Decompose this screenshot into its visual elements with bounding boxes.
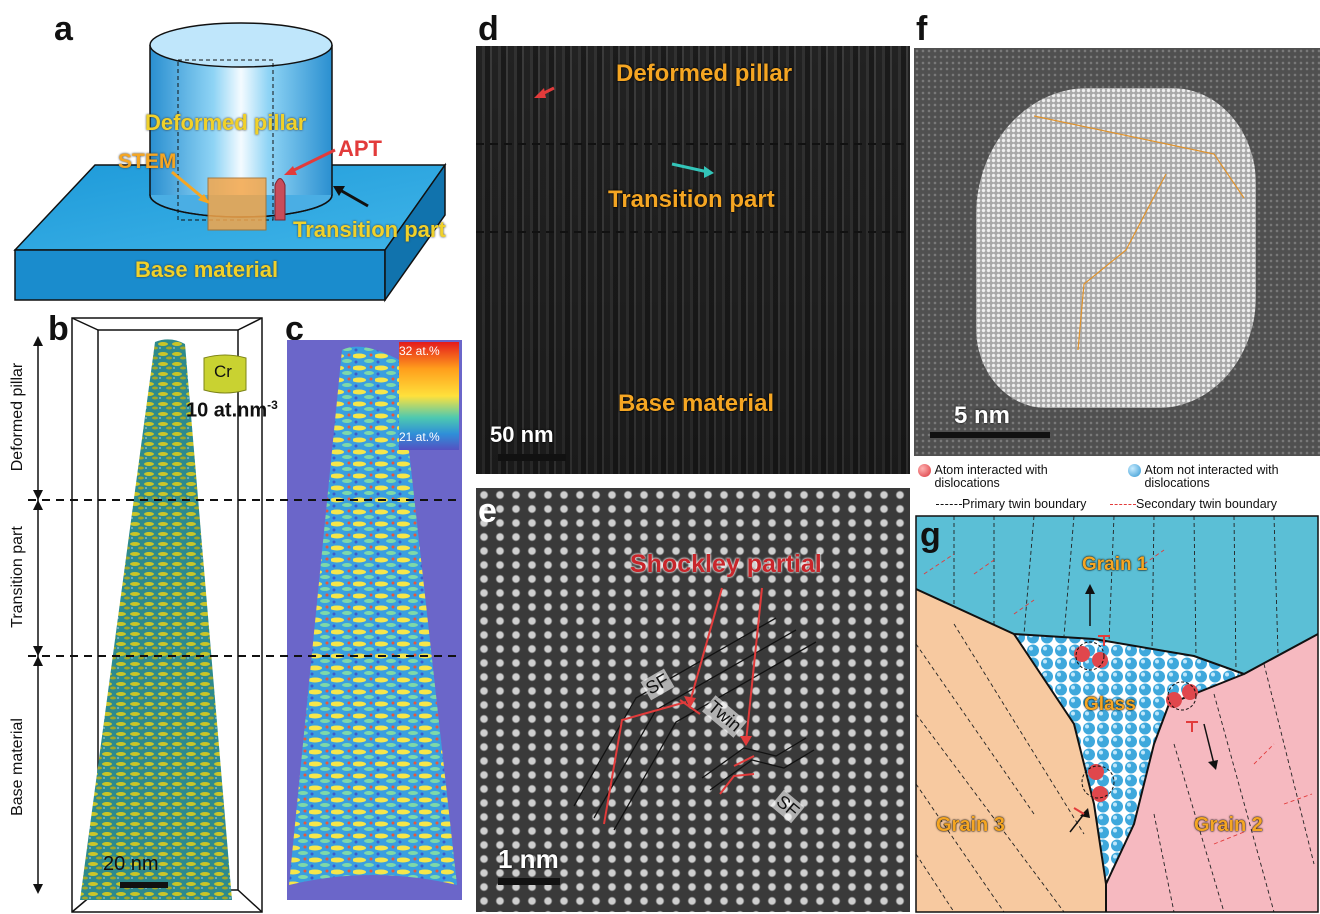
cbar-max: 32 at.% <box>399 344 440 358</box>
legend-secondary: Secondary twin boundary <box>1110 497 1277 511</box>
legend-blue-text: Atom not interacted with dislocations <box>1144 464 1278 490</box>
panel-d-image: Deformed pillar Transition part Base mat… <box>476 46 910 474</box>
stem-label: STEM <box>118 150 177 173</box>
panel-e-label: e <box>478 492 497 530</box>
panel-b-label: b <box>48 310 69 348</box>
iso-value-sup: -3 <box>267 398 278 412</box>
panel-g: Atom interacted with dislocations Atom no… <box>914 458 1320 914</box>
legend-primary-text: Primary twin boundary <box>962 497 1087 511</box>
legend-blue: Atom not interacted with dislocations <box>1128 464 1279 490</box>
panel-a: a <box>0 0 480 310</box>
iso-value: 10 at.nm-3 <box>186 398 278 423</box>
legend-red-line2: dislocations <box>934 476 1000 490</box>
d-mid-label: Transition part <box>608 186 775 213</box>
legend-secondary-text: Secondary twin boundary <box>1136 497 1278 511</box>
grain3-label: Grain 3 <box>936 814 1005 836</box>
base-label: Base material <box>135 257 279 282</box>
stem-region <box>207 177 267 231</box>
b-c-region-dividers <box>28 499 462 657</box>
pillar-top <box>149 22 333 68</box>
iso-value-text: 10 at.nm <box>186 399 268 422</box>
glass-label: Glass <box>1084 694 1136 715</box>
cbar-min: 21 at.% <box>399 430 440 444</box>
pillar-label: Deformed pillar <box>145 110 307 135</box>
panel-b: b Deformed pillar Transition part Base m… <box>0 310 285 914</box>
grain1-label: Grain 1 <box>1082 554 1148 575</box>
blue-atom-icon <box>1128 464 1141 477</box>
d-top-label: Deformed pillar <box>616 60 793 87</box>
panel-a-schematic <box>13 22 447 303</box>
apt-reconstruction <box>71 317 263 913</box>
panel-f-label: f <box>916 10 928 48</box>
legend-red-text: Atom interacted with dislocations <box>934 464 1047 490</box>
panel-c-label: c <box>285 310 304 348</box>
panel-g-label: g <box>920 516 941 554</box>
panel-g-schematic <box>915 515 1319 913</box>
scale-label-b: 20 nm <box>103 853 159 875</box>
panel-a-label: a <box>54 10 73 48</box>
legend-blue-line2: dislocations <box>1144 476 1210 490</box>
legend-red-line1: Atom interacted with <box>934 463 1048 477</box>
panel-c-concentration-map <box>287 340 462 900</box>
apt-needle <box>274 178 286 221</box>
legend-primary: Primary twin boundary <box>936 497 1086 511</box>
e-scale-label: 1 nm <box>498 844 559 874</box>
panel-f-image: 5 nm <box>914 48 1320 456</box>
f-scale-label: 5 nm <box>954 402 1011 429</box>
apt-label: APT <box>338 136 382 161</box>
panel-c: c 32 at.% 21 at.% <box>285 310 465 914</box>
legend-blue-line1: Atom not interacted with <box>1144 463 1279 477</box>
scale-bar-b <box>120 882 168 888</box>
base-slab-side <box>384 162 446 303</box>
d-scale-label: 50 nm <box>490 422 554 447</box>
nanoparticle <box>976 88 1256 408</box>
d-bottom-label: Base material <box>618 390 775 417</box>
grain2-label: Grain 2 <box>1194 814 1263 836</box>
legend-red: Atom interacted with dislocations <box>918 464 1048 490</box>
panel-f: f 5 nm <box>914 0 1320 458</box>
cr-isosurface-icon <box>203 354 247 394</box>
panel-d: d Deformed pillar Transition part Base m… <box>476 0 910 478</box>
shockley-label: Shockley partial <box>630 550 822 578</box>
panel-d-label: d <box>478 10 499 48</box>
transition-label: Transition part <box>293 217 446 242</box>
cr-label: Cr <box>214 362 232 381</box>
red-atom-icon <box>918 464 931 477</box>
panel-b-axis <box>33 336 43 894</box>
panel-e: e Shockley partial SF Twin <box>476 488 910 912</box>
panel-e-image: Shockley partial SF Twin SF 1 nm <box>476 488 910 912</box>
